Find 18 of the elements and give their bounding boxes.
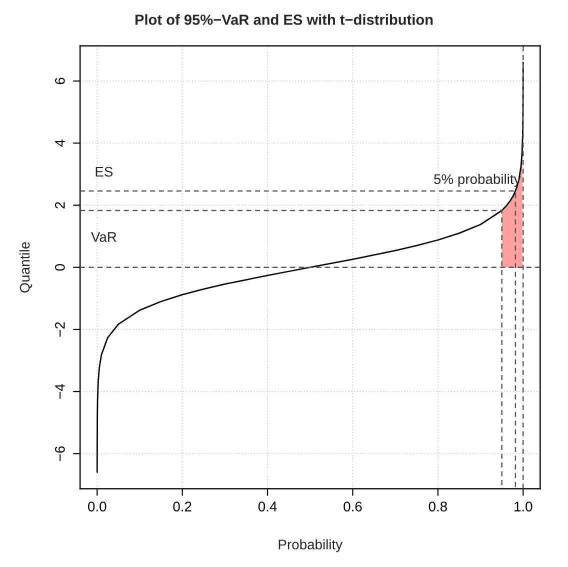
x-tick-label: 0.2 xyxy=(173,502,192,512)
x-axis-title: Probability xyxy=(278,539,343,552)
y-tick-label: −6 xyxy=(55,446,65,461)
y-axis-title: Quantile xyxy=(19,242,32,293)
chart-title: Plot of 95%−VaR and ES with t−distribution xyxy=(135,14,433,25)
x-tick-label: 0.0 xyxy=(88,502,106,512)
x-tick-label: 0.4 xyxy=(258,502,277,512)
y-tick-label: −4 xyxy=(55,384,65,399)
y-tick-label: −2 xyxy=(55,322,65,337)
y-tick-label: 6 xyxy=(55,78,65,84)
y-tick-label: 0 xyxy=(55,264,65,271)
y-tick-label: 4 xyxy=(55,140,65,147)
x-tick-label: 0.6 xyxy=(344,502,362,512)
annotation: VaR xyxy=(91,232,116,242)
x-tick-label: 1.0 xyxy=(514,502,532,512)
annotation: ES xyxy=(96,166,113,177)
y-tick-label: 2 xyxy=(55,202,65,208)
x-tick-label: 0.8 xyxy=(428,502,447,512)
